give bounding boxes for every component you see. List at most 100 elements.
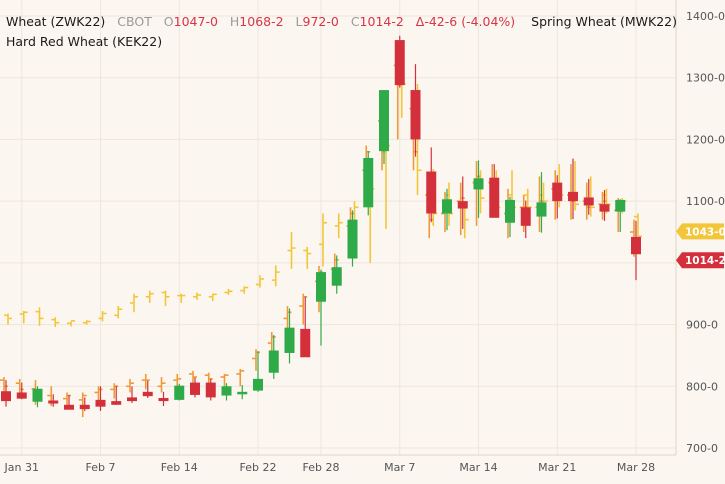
grid-lines bbox=[0, 0, 677, 456]
ohlc-bar[interactable] bbox=[571, 161, 579, 211]
candle[interactable] bbox=[331, 255, 342, 294]
candle[interactable] bbox=[158, 391, 169, 407]
candle-body bbox=[583, 197, 594, 206]
ohlc-bar[interactable] bbox=[382, 142, 390, 229]
candle[interactable] bbox=[111, 385, 122, 405]
ohlc-bar[interactable] bbox=[208, 293, 217, 302]
candle[interactable] bbox=[379, 90, 389, 165]
candle[interactable] bbox=[631, 220, 641, 281]
candle[interactable] bbox=[300, 296, 311, 358]
candle[interactable] bbox=[583, 178, 594, 215]
ohlc-bar[interactable] bbox=[161, 290, 170, 307]
ohlc-bar[interactable] bbox=[114, 306, 123, 319]
ohlc-bar[interactable] bbox=[177, 293, 186, 303]
candle[interactable] bbox=[284, 308, 295, 364]
ohlc-bar[interactable] bbox=[287, 232, 296, 270]
candle-body bbox=[457, 201, 468, 209]
candle-body bbox=[410, 90, 421, 140]
ohlc-bar[interactable] bbox=[634, 213, 642, 239]
candle[interactable] bbox=[426, 147, 437, 223]
candle[interactable] bbox=[48, 394, 59, 407]
legend-hard-red-wheat[interactable]: Hard Red Wheat (KEK22) bbox=[6, 34, 163, 49]
candle[interactable] bbox=[520, 200, 531, 239]
ohlc-bar[interactable] bbox=[82, 320, 91, 325]
candle[interactable] bbox=[316, 269, 326, 346]
x-tick-label: Mar 14 bbox=[459, 461, 497, 474]
ohlc-bar[interactable] bbox=[67, 320, 75, 327]
ohlc-bar[interactable] bbox=[220, 373, 229, 387]
candle[interactable] bbox=[473, 160, 484, 218]
x-axis: Jan 31 Feb 7 Feb 14 Feb 22 Feb 28 Mar 7 Mar 14… bbox=[4, 461, 656, 474]
ohlc-bar[interactable] bbox=[334, 213, 343, 239]
candle[interactable] bbox=[347, 210, 358, 267]
candle[interactable] bbox=[505, 196, 515, 237]
ohlc-bar[interactable] bbox=[145, 290, 154, 303]
ohlc-bar[interactable] bbox=[299, 293, 308, 325]
candle[interactable] bbox=[79, 397, 90, 411]
candle[interactable] bbox=[615, 199, 626, 232]
y-tick-label: 1300-0 bbox=[686, 72, 725, 85]
candle[interactable] bbox=[599, 190, 610, 221]
candle[interactable] bbox=[268, 335, 279, 379]
candle[interactable] bbox=[205, 378, 216, 401]
candle[interactable] bbox=[363, 151, 374, 216]
candle-body bbox=[394, 40, 405, 86]
ohlc-bar[interactable] bbox=[173, 373, 182, 387]
ohlc-bar[interactable] bbox=[157, 377, 166, 393]
ohlc-bar[interactable] bbox=[4, 313, 12, 325]
legend-spring-wheat[interactable]: Spring Wheat (MWK22) bbox=[531, 14, 677, 29]
ohlc-bar[interactable] bbox=[252, 349, 260, 371]
candle[interactable] bbox=[1, 380, 11, 407]
candle[interactable] bbox=[95, 386, 106, 411]
candle-body bbox=[520, 207, 531, 226]
ohlc-bar[interactable] bbox=[193, 292, 201, 300]
ohlc-bar[interactable] bbox=[472, 161, 481, 226]
ohlc-bar[interactable] bbox=[319, 213, 327, 267]
ohlc-bar[interactable] bbox=[110, 383, 119, 399]
candle[interactable] bbox=[536, 172, 547, 233]
candle[interactable] bbox=[489, 164, 500, 218]
candle-body bbox=[142, 391, 153, 397]
ohlc-bar[interactable] bbox=[130, 293, 138, 313]
ohlc-bar[interactable] bbox=[51, 317, 60, 328]
candle-body bbox=[473, 178, 484, 190]
candle[interactable] bbox=[253, 351, 263, 392]
candle[interactable] bbox=[237, 385, 248, 400]
ohlc-bar[interactable] bbox=[271, 265, 280, 287]
candle[interactable] bbox=[442, 188, 452, 231]
candle[interactable] bbox=[552, 175, 563, 219]
ohlc-bar[interactable] bbox=[98, 310, 107, 322]
candle[interactable] bbox=[32, 386, 43, 408]
ohlc-bar[interactable] bbox=[19, 310, 28, 324]
ohlc-bar[interactable] bbox=[303, 246, 312, 270]
ohlc-bar[interactable] bbox=[224, 288, 233, 295]
x-tick-label: Feb 22 bbox=[240, 461, 277, 474]
ohlc-bar[interactable] bbox=[240, 286, 249, 294]
ohlc-bar[interactable] bbox=[586, 176, 595, 217]
candle-body bbox=[599, 204, 610, 212]
y-tick-label: 900-0 bbox=[686, 319, 718, 332]
ohlc-bar[interactable] bbox=[256, 275, 264, 288]
candle[interactable] bbox=[410, 64, 421, 157]
candle[interactable] bbox=[174, 383, 185, 401]
candle[interactable] bbox=[16, 382, 27, 400]
ohlc-bar[interactable] bbox=[236, 369, 245, 387]
candle[interactable] bbox=[221, 383, 232, 401]
candle-body bbox=[174, 385, 185, 400]
candle[interactable] bbox=[190, 377, 200, 398]
candle[interactable] bbox=[64, 394, 74, 410]
candle[interactable] bbox=[457, 176, 468, 229]
candle[interactable] bbox=[394, 35, 405, 88]
candle[interactable] bbox=[568, 158, 578, 220]
candle-body bbox=[615, 199, 626, 212]
candle-body bbox=[158, 398, 169, 402]
ohlc-bar[interactable] bbox=[456, 182, 465, 236]
ohlc-bar[interactable] bbox=[35, 307, 44, 326]
candle-series bbox=[1, 35, 641, 411]
candle-body bbox=[268, 350, 279, 373]
candle[interactable] bbox=[127, 386, 137, 403]
candle[interactable] bbox=[142, 380, 153, 399]
ohlc-bar[interactable] bbox=[126, 378, 134, 393]
ohlc-bar[interactable] bbox=[141, 373, 150, 390]
